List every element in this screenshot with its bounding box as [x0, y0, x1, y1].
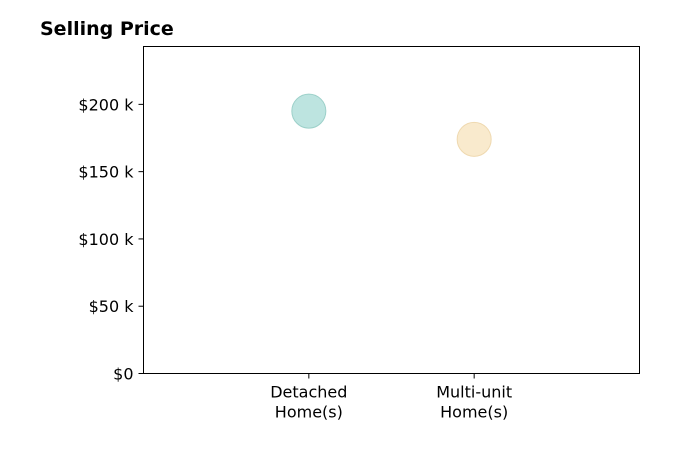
data-point — [291, 93, 327, 129]
x-tick-label: Multi-unit Home(s) — [436, 383, 512, 422]
x-tick-label-line: Home(s) — [275, 403, 343, 422]
plot-frame — [143, 46, 640, 374]
chart-title: Selling Price — [40, 18, 174, 40]
y-tick-label: $150 k — [78, 163, 134, 182]
y-tick-label: $50 k — [89, 297, 135, 316]
data-points — [291, 93, 492, 157]
y-tick-label: $0 — [113, 365, 133, 384]
x-tick-label: Detached Home(s) — [270, 383, 347, 422]
y-tick-label: $100 k — [78, 230, 134, 249]
data-point — [456, 121, 492, 157]
y-axis: $0 $50 k $100 k $150 k $200 k — [78, 95, 144, 384]
x-tick-label-line: Multi-unit — [436, 383, 512, 402]
y-tick-label: $200 k — [78, 95, 134, 114]
x-axis: Detached Home(s)Multi-unit Home(s) — [270, 373, 512, 422]
x-tick-label-line: Home(s) — [440, 403, 508, 422]
x-tick-label-line: Detached — [270, 383, 347, 402]
